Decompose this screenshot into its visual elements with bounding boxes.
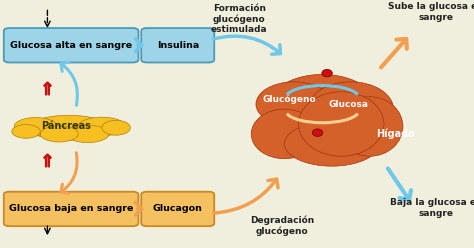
Text: Baja la glucosa en
sangre: Baja la glucosa en sangre	[390, 198, 474, 218]
Text: Páncreas: Páncreas	[41, 122, 91, 131]
FancyBboxPatch shape	[4, 28, 138, 62]
Text: Glucógeno: Glucógeno	[262, 94, 316, 104]
Text: Degradación
glucógeno: Degradación glucógeno	[250, 216, 314, 236]
Text: Glucagon: Glucagon	[153, 204, 203, 214]
Text: Glucosa: Glucosa	[328, 100, 368, 109]
Ellipse shape	[14, 118, 57, 135]
Ellipse shape	[40, 126, 78, 142]
Ellipse shape	[66, 125, 109, 143]
Ellipse shape	[308, 82, 393, 136]
Text: Hígado: Hígado	[376, 129, 415, 139]
Ellipse shape	[251, 109, 318, 159]
Ellipse shape	[322, 69, 332, 77]
Ellipse shape	[28, 115, 109, 140]
Text: Formación
glucógeno
estimulada: Formación glucógeno estimulada	[211, 4, 268, 34]
Ellipse shape	[263, 74, 382, 154]
Ellipse shape	[78, 117, 126, 136]
Text: Glucosa alta en sangre: Glucosa alta en sangre	[10, 41, 132, 50]
Text: Glucosa baja en sangre: Glucosa baja en sangre	[9, 204, 133, 214]
Ellipse shape	[284, 122, 379, 166]
Ellipse shape	[337, 97, 403, 156]
FancyBboxPatch shape	[141, 28, 214, 62]
FancyBboxPatch shape	[141, 192, 214, 226]
Ellipse shape	[299, 92, 384, 156]
Ellipse shape	[12, 125, 40, 138]
Ellipse shape	[256, 82, 332, 126]
Ellipse shape	[102, 120, 130, 135]
Text: Sube la glucosa en
sangre: Sube la glucosa en sangre	[388, 2, 474, 22]
FancyBboxPatch shape	[4, 192, 138, 226]
Text: Insulina: Insulina	[156, 41, 199, 50]
Ellipse shape	[312, 129, 323, 136]
